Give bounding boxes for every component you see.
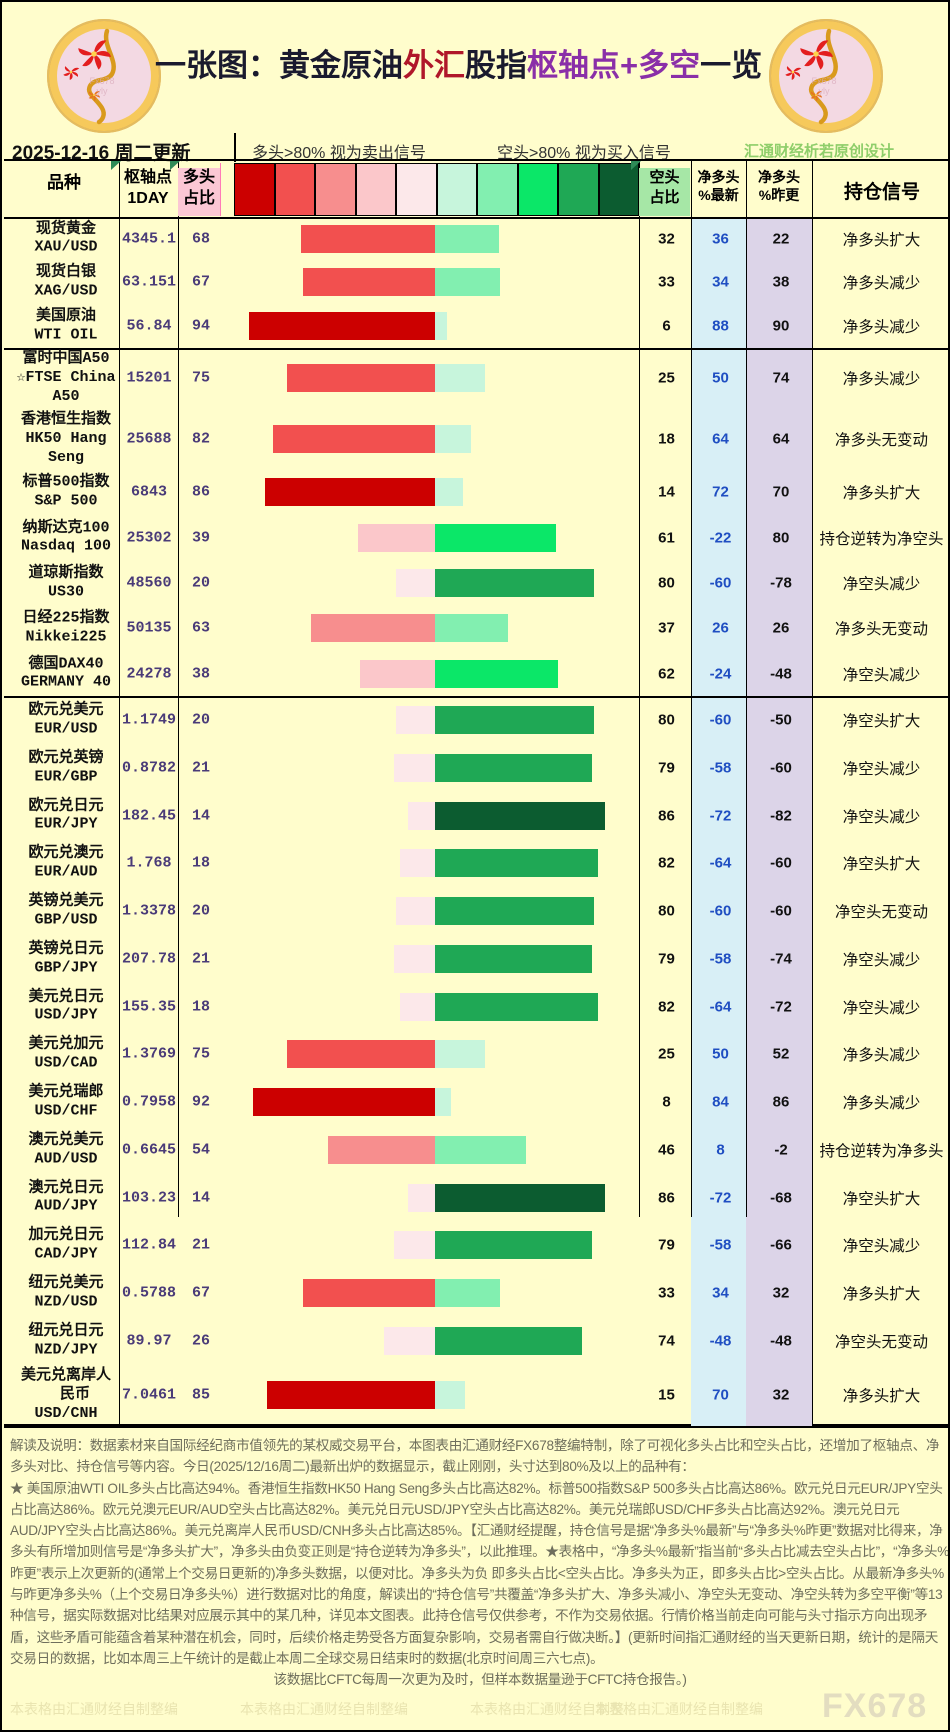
svg-text:Fx678: Fx678 [811, 76, 836, 86]
svg-text:yly: yly [819, 86, 830, 96]
svg-text:yly: yly [97, 86, 108, 96]
svg-text:Fx678: Fx678 [89, 76, 114, 86]
